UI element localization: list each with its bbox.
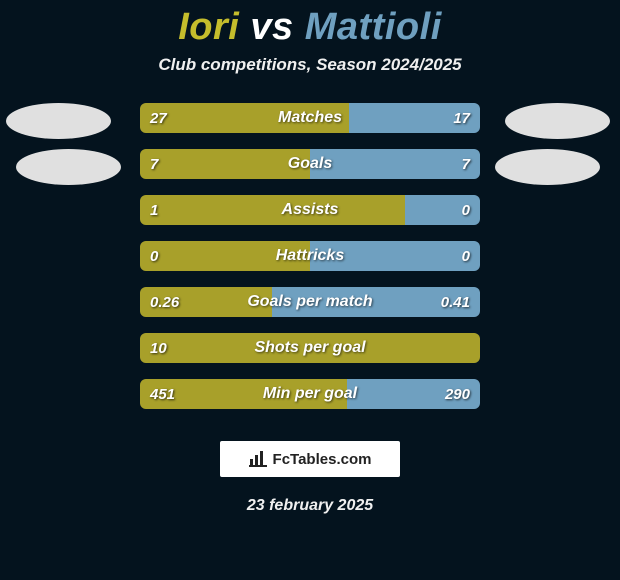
- player2-avatar-placeholder-2: [495, 149, 600, 185]
- bar-segment-left: [140, 379, 347, 409]
- chart-icon: [249, 451, 267, 467]
- footer-date: 23 february 2025: [0, 497, 620, 515]
- bar-segment-left: [140, 149, 310, 179]
- bar-segment-right: [310, 149, 480, 179]
- bar-segment-left: [140, 195, 405, 225]
- stat-row: Hattricks00: [140, 241, 480, 271]
- bar-segment-right: [272, 287, 480, 317]
- title-player2: Mattioli: [305, 6, 442, 48]
- stat-row: Goals per match0.260.41: [140, 287, 480, 317]
- bar-segment-left: [140, 287, 272, 317]
- stat-row: Goals77: [140, 149, 480, 179]
- watermark-text: FcTables.com: [273, 451, 372, 468]
- subtitle: Club competitions, Season 2024/2025: [0, 55, 620, 75]
- watermark: FcTables.com: [220, 441, 400, 477]
- player2-avatar-placeholder: [505, 103, 610, 139]
- comparison-chart: Matches2717 Goals77 Assists10 Hattricks00 Go…: [0, 103, 620, 423]
- bar-segment-right: [349, 103, 480, 133]
- title-vs: vs: [250, 6, 293, 48]
- bar-segment-right: [310, 241, 480, 271]
- bars-container: Matches2717 Goals77 Assists10 Hattricks00 Go…: [140, 103, 480, 425]
- player1-avatar-placeholder: [6, 103, 111, 139]
- stat-row: Matches2717: [140, 103, 480, 133]
- stat-row: Assists10: [140, 195, 480, 225]
- bar-segment-right: [347, 379, 480, 409]
- player1-avatar-placeholder-2: [16, 149, 121, 185]
- stat-row: Min per goal451290: [140, 379, 480, 409]
- stat-row: Shots per goal10: [140, 333, 480, 363]
- title-player1: Iori: [178, 6, 239, 48]
- page-title: Iori vs Mattioli: [0, 0, 620, 49]
- bar-segment-left: [140, 241, 310, 271]
- bar-segment-left: [140, 333, 480, 363]
- bar-segment-left: [140, 103, 349, 133]
- bar-segment-right: [405, 195, 480, 225]
